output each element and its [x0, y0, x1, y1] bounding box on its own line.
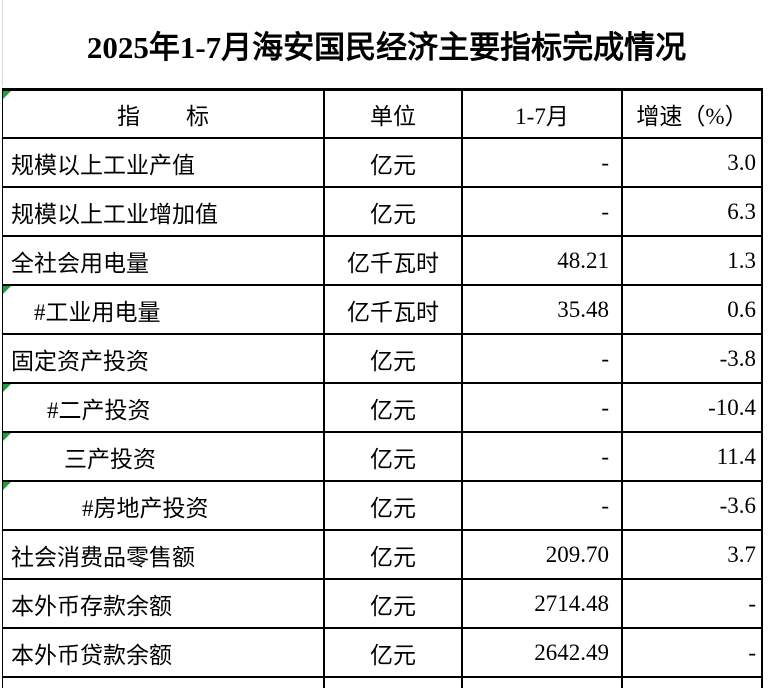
unit-cell: 亿元 [325, 384, 463, 431]
period-value-cell: - [463, 139, 623, 186]
spreadsheet-gridline [2, 0, 3, 86]
indicator-cell: #工业用电量 [3, 286, 325, 333]
header-indicator-cell: 指 标 [3, 91, 325, 137]
table-header-row: 指 标 单位 1-7月 增速（%） [3, 91, 761, 139]
growth-value-cell: 3.0 [727, 149, 756, 175]
unit-cell: 亿元 [325, 139, 463, 186]
indicator-label: 规模以上工业增加值 [11, 201, 218, 227]
table-row: #工业用电量 亿千瓦时 35.48 0.6 [3, 286, 761, 335]
partial-next-row [3, 678, 761, 688]
error-triangle-icon [3, 482, 11, 490]
indicator-cell: 固定资产投资 [3, 335, 325, 382]
indicator-label: #工业用电量 [34, 299, 161, 325]
growth-value-cell: 6.3 [727, 198, 756, 224]
table-row: #房地产投资 亿元 - -3.6 [3, 482, 761, 531]
indicator-cell: 全社会用电量 [3, 237, 325, 284]
error-triangle-icon [3, 433, 11, 441]
growth-value-cell: 0.6 [727, 296, 756, 322]
unit-cell: 亿千瓦时 [325, 286, 463, 333]
error-triangle-icon [3, 384, 11, 392]
unit-cell: 亿元 [325, 482, 463, 529]
period-value-cell: - [463, 384, 623, 431]
unit-cell: 亿千瓦时 [325, 237, 463, 284]
unit-cell: 亿元 [325, 580, 463, 627]
growth-value-cell: - [748, 590, 756, 616]
indicator-cell: 本外币贷款余额 [3, 629, 325, 676]
indicator-label: #房地产投资 [82, 495, 209, 521]
unit-cell: 亿元 [325, 629, 463, 676]
indicator-cell: #二产投资 [3, 384, 325, 431]
indicator-label: 本外币存款余额 [11, 593, 172, 619]
indicator-cell: 社会消费品零售额 [3, 531, 325, 578]
indicator-label: 固定资产投资 [11, 348, 149, 374]
indicator-label: 规模以上工业产值 [11, 152, 195, 178]
page-title: 2025年1-7月海安国民经济主要指标完成情况 [86, 29, 687, 65]
header-period-cell: 1-7月 [463, 91, 623, 137]
growth-value-cell: 3.7 [727, 541, 756, 567]
indicator-cell: 三产投资 [3, 433, 325, 480]
unit-cell: 亿元 [325, 433, 463, 480]
indicators-table: 指 标 单位 1-7月 增速（%） 规模以上工业产值 亿元 - 3.0 规模以上… [2, 88, 763, 688]
table-row: 规模以上工业增加值 亿元 - 6.3 [3, 188, 761, 237]
indicator-cell: 本外币存款余额 [3, 580, 325, 627]
growth-value-cell: - [748, 639, 756, 665]
table-row: 本外币存款余额 亿元 2714.48 - [3, 580, 761, 629]
growth-value-cell: -3.8 [719, 345, 756, 371]
indicator-cell: 规模以上工业产值 [3, 139, 325, 186]
indicator-label: 本外币贷款余额 [11, 642, 172, 668]
period-value-cell: 48.21 [463, 237, 623, 284]
period-value-cell: - [463, 433, 623, 480]
growth-value-cell: 1.3 [727, 247, 756, 273]
indicator-label: 全社会用电量 [11, 250, 149, 276]
growth-value-cell: 11.4 [716, 443, 756, 469]
error-triangle-icon [3, 286, 11, 294]
indicator-cell: 规模以上工业增加值 [3, 188, 325, 235]
header-unit-cell: 单位 [325, 91, 463, 137]
indicator-label: 社会消费品零售额 [11, 544, 195, 570]
period-value-cell: - [463, 188, 623, 235]
indicator-cell: #房地产投资 [3, 482, 325, 529]
unit-cell: 亿元 [325, 531, 463, 578]
period-value-cell: 2642.49 [463, 629, 623, 676]
table-row: 本外币贷款余额 亿元 2642.49 - [3, 629, 761, 678]
period-value-cell: 209.70 [463, 531, 623, 578]
period-value-cell: - [463, 482, 623, 529]
empty-cell [623, 678, 761, 688]
growth-value-cell: -3.6 [719, 492, 756, 518]
error-triangle-icon [3, 91, 11, 99]
indicator-label: 三产投资 [64, 446, 156, 472]
empty-cell [463, 678, 623, 688]
growth-value-cell: -10.4 [708, 394, 756, 420]
period-value-cell: - [463, 335, 623, 382]
table-row: 规模以上工业产值 亿元 - 3.0 [3, 139, 761, 188]
table-row: 社会消费品零售额 亿元 209.70 3.7 [3, 531, 761, 580]
table-row: 三产投资 亿元 - 11.4 [3, 433, 761, 482]
period-value-cell: 2714.48 [463, 580, 623, 627]
table-body: 规模以上工业产值 亿元 - 3.0 规模以上工业增加值 亿元 - 6.3 全社会… [3, 139, 761, 678]
table-row: 固定资产投资 亿元 - -3.8 [3, 335, 761, 384]
unit-cell: 亿元 [325, 188, 463, 235]
table-row: 全社会用电量 亿千瓦时 48.21 1.3 [3, 237, 761, 286]
header-growth-cell: 增速（%） [636, 104, 748, 129]
empty-cell [3, 678, 325, 688]
unit-cell: 亿元 [325, 335, 463, 382]
period-value-cell: 35.48 [463, 286, 623, 333]
indicator-label: #二产投资 [47, 397, 151, 423]
table-row: #二产投资 亿元 - -10.4 [3, 384, 761, 433]
empty-cell [325, 678, 463, 688]
header-indicator-label: 指 标 [117, 104, 209, 129]
